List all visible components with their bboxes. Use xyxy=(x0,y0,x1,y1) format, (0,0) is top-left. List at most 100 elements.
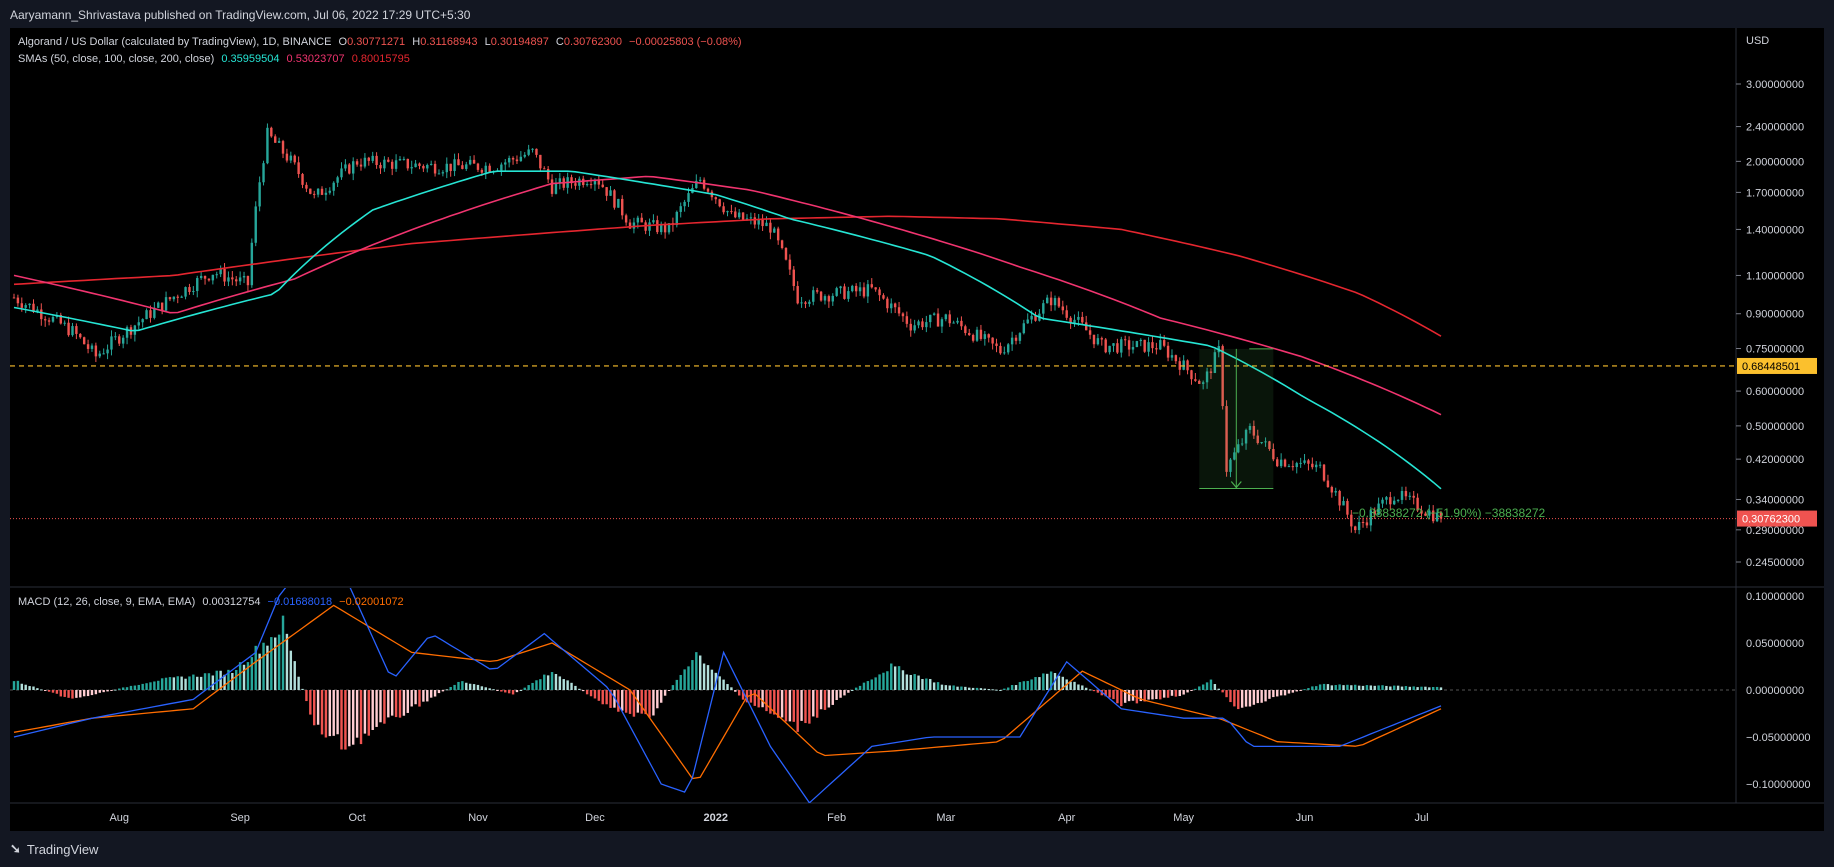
macd-histogram-bar xyxy=(67,690,70,698)
macd-histogram-bar xyxy=(184,678,187,690)
candle-body xyxy=(613,190,616,208)
macd-histogram-bar xyxy=(523,687,526,690)
publish-info: Aaryamann_Shrivastava published on Tradi… xyxy=(10,8,471,22)
support-price-label: 0.68448501 xyxy=(1742,361,1800,373)
macd-histogram-bar xyxy=(999,690,1002,691)
macd-histogram-bar xyxy=(800,690,803,721)
price-tick-label: 0.75000000 xyxy=(1746,344,1804,356)
candle-body xyxy=(519,156,523,162)
candle-body xyxy=(28,303,31,306)
macd-histogram-bar xyxy=(788,690,792,722)
macd-histogram-bar xyxy=(219,670,222,690)
macd-histogram-bar xyxy=(870,679,873,690)
macd-histogram-bar xyxy=(737,690,741,696)
macd-histogram-bar xyxy=(562,679,565,690)
candle-body xyxy=(1404,491,1408,497)
macd-histogram-bar xyxy=(168,677,172,690)
candle-body xyxy=(313,193,316,195)
macd-histogram-bar xyxy=(683,669,686,690)
time-axis-label: Aug xyxy=(109,812,129,824)
candle-body xyxy=(1240,443,1244,445)
candle-body xyxy=(453,159,456,172)
candle-body xyxy=(1159,340,1162,350)
candle-body xyxy=(465,164,468,169)
macd-histogram-bar xyxy=(63,690,66,697)
candle-body xyxy=(160,302,164,311)
macd-histogram-bar xyxy=(246,662,250,690)
candle-body xyxy=(1034,315,1037,321)
candle-body xyxy=(277,141,281,143)
chart-frame[interactable] xyxy=(10,28,1824,831)
macd-histogram-bar xyxy=(281,615,285,690)
macd-histogram-bar xyxy=(40,689,43,691)
macd-tick-label: −0.05000000 xyxy=(1746,732,1811,744)
macd-histogram-bar xyxy=(47,690,51,692)
macd-histogram-bar xyxy=(1311,686,1314,690)
candle-body xyxy=(227,277,230,282)
macd-histogram-bar xyxy=(1022,681,1026,690)
candle-body xyxy=(734,211,737,218)
macd-histogram-bar xyxy=(1178,690,1181,697)
macd-histogram-bar xyxy=(36,688,39,690)
price-tick-label: 1.70000000 xyxy=(1746,187,1804,199)
macd-histogram-bar xyxy=(621,690,624,711)
macd-histogram-bar xyxy=(1010,685,1014,690)
macd-histogram-bar xyxy=(1018,682,1022,690)
macd-histogram-bar xyxy=(1190,690,1193,691)
candle-body xyxy=(901,313,905,317)
macd-histogram-bar xyxy=(839,690,842,698)
macd-histogram-bar xyxy=(550,672,554,690)
candle-body xyxy=(589,184,593,186)
macd-histogram-bar xyxy=(675,679,679,690)
macd-histogram-bar xyxy=(741,690,745,700)
macd-histogram-bar xyxy=(472,684,476,690)
macd-histogram-bar xyxy=(925,678,928,690)
candle-body xyxy=(375,155,378,165)
macd-histogram-bar xyxy=(383,690,386,724)
macd-histogram-bar xyxy=(16,680,20,690)
candle-body xyxy=(827,296,831,302)
macd-histogram-bar xyxy=(1385,685,1388,690)
candle-body xyxy=(679,206,682,212)
macd-histogram-bar xyxy=(1007,687,1010,690)
candle-body xyxy=(43,319,47,321)
macd-histogram-bar xyxy=(153,681,156,690)
brand[interactable]: ➘ TradingView xyxy=(10,841,98,857)
macd-histogram-bar xyxy=(1135,690,1139,704)
candle-body xyxy=(1194,379,1197,381)
candle-body xyxy=(285,153,289,161)
candle-body xyxy=(1155,348,1158,350)
macd-histogram-bar xyxy=(765,690,768,712)
macd-histogram-bar xyxy=(274,637,277,690)
candle-body xyxy=(1049,297,1053,306)
price-pane[interactable] xyxy=(10,123,1736,535)
candle-body xyxy=(792,269,795,287)
macd-histogram-bar xyxy=(948,685,951,690)
candle-body xyxy=(12,297,16,299)
candle-body xyxy=(913,325,916,331)
macd-histogram-bar xyxy=(82,690,86,697)
macd-histogram-bar xyxy=(667,690,671,691)
macd-histogram-bar xyxy=(975,687,979,690)
candle-body xyxy=(644,222,647,231)
macd-pane[interactable] xyxy=(10,578,1736,803)
candle-body xyxy=(1162,340,1166,346)
candle-body xyxy=(609,190,612,196)
macd-histogram-bar xyxy=(566,680,569,690)
macd-histogram-bar xyxy=(761,690,764,708)
macd-histogram-bar xyxy=(500,690,503,692)
candle-body xyxy=(823,296,827,301)
time-axis-label: Jun xyxy=(1296,812,1314,824)
candle-body xyxy=(461,165,464,169)
macd-histogram-bar xyxy=(1127,690,1131,702)
macd-histogram-bar xyxy=(1205,682,1209,690)
candle-body xyxy=(281,141,285,154)
price-tick-label: 1.10000000 xyxy=(1746,270,1804,282)
macd-tick-label: 0.05000000 xyxy=(1746,638,1804,650)
macd-histogram-bar xyxy=(1240,690,1244,708)
macd-histogram-bar xyxy=(1057,675,1061,690)
macd-histogram-bar xyxy=(43,690,47,691)
macd-histogram-bar xyxy=(414,690,417,705)
low-value: 0.30194897 xyxy=(490,36,549,48)
